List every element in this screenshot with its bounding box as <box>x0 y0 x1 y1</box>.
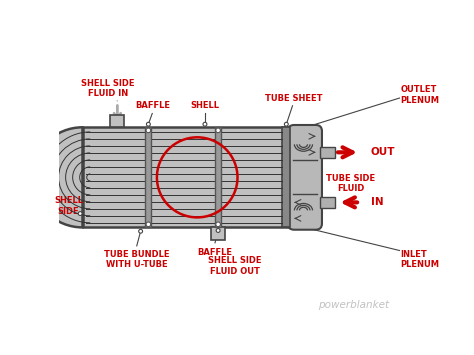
Text: TUBE SIDE
FLUID: TUBE SIDE FLUID <box>326 174 375 193</box>
Circle shape <box>216 229 220 233</box>
Wedge shape <box>32 127 82 228</box>
Bar <box>145 127 152 228</box>
Text: TUBE BUNDLE
WITH U-TUBE: TUBE BUNDLE WITH U-TUBE <box>104 250 170 269</box>
Text: OUTLET
PLENUM: OUTLET PLENUM <box>400 85 439 105</box>
Text: IN: IN <box>371 197 383 207</box>
Text: BAFFLE: BAFFLE <box>197 247 232 257</box>
Circle shape <box>78 212 82 215</box>
Circle shape <box>284 122 288 126</box>
Text: SHELL SIDE
FLUID IN: SHELL SIDE FLUID IN <box>82 79 135 98</box>
Text: OUT: OUT <box>371 147 395 157</box>
Bar <box>82 127 311 228</box>
Text: SHELL
SIDE: SHELL SIDE <box>54 196 83 215</box>
Text: BAFFLE: BAFFLE <box>135 101 170 110</box>
Bar <box>211 228 225 240</box>
Circle shape <box>216 222 220 226</box>
Circle shape <box>203 122 207 126</box>
Bar <box>110 115 124 127</box>
Bar <box>319 197 335 208</box>
FancyBboxPatch shape <box>288 125 322 230</box>
Text: SHELL: SHELL <box>191 101 219 110</box>
Bar <box>319 147 335 158</box>
Bar <box>215 127 221 228</box>
Circle shape <box>139 229 143 233</box>
Text: INLET
PLENUM: INLET PLENUM <box>400 250 439 269</box>
Circle shape <box>146 222 151 226</box>
Circle shape <box>146 122 150 126</box>
Bar <box>283 127 290 228</box>
Text: powerblanket: powerblanket <box>318 300 389 310</box>
Circle shape <box>216 128 220 133</box>
Text: SHELL SIDE
FLUID OUT: SHELL SIDE FLUID OUT <box>209 256 262 275</box>
Circle shape <box>146 128 151 133</box>
Text: TUBE SHEET: TUBE SHEET <box>265 93 323 103</box>
